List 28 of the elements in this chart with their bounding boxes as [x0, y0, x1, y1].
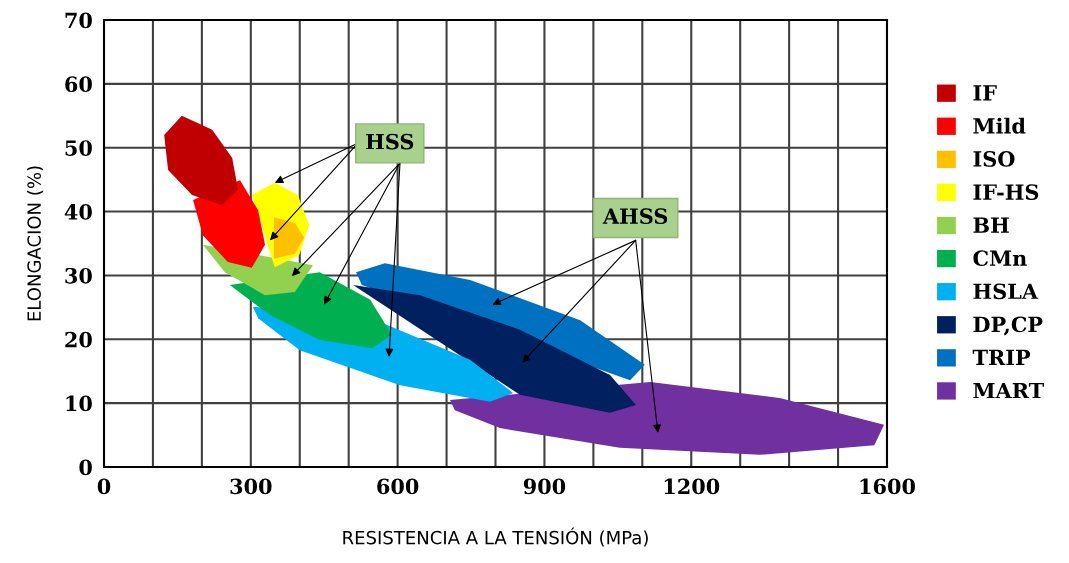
annotation: AHSS [602, 208, 668, 225]
x-tick-label: 300 [230, 478, 272, 495]
y-tick-label: 30 [65, 267, 92, 284]
legend-label: DP,CP [973, 316, 1043, 336]
legend-label: BH [973, 217, 1009, 233]
legend-label: MART [973, 382, 1044, 399]
annotation: HSS [366, 133, 414, 150]
y-tick-label: 60 [65, 76, 92, 93]
x-tick-label: 1200 [664, 478, 720, 495]
legend-label: IF-HS [973, 184, 1039, 200]
x-axis-title: RESISTENCIA A LA TENSIÓN (MPa) [343, 527, 648, 547]
legend-label: IF [973, 85, 997, 101]
y-tick-label: 50 [65, 140, 92, 156]
x-tick-label: 1600 [860, 478, 916, 495]
legend-label: CMn [973, 250, 1027, 267]
y-tick-label: 40 [64, 204, 92, 220]
y-axis-title: ELONGACION (%) [27, 166, 44, 321]
y-tick-label: 20 [65, 331, 92, 348]
x-tick-label: 600 [377, 478, 419, 495]
y-tick-label: 10 [66, 395, 92, 412]
legend-label: ISO [973, 151, 1015, 167]
legend-label: TRIP [972, 349, 1031, 366]
y-tick-label: 70 [65, 12, 92, 29]
legend-label: Mild [973, 117, 1026, 134]
legend-label: HSLA [973, 283, 1039, 300]
x-tick-label: 900 [523, 478, 566, 495]
y-tick-label: 0 [79, 459, 92, 476]
x-tick-label: 0 [97, 478, 111, 495]
